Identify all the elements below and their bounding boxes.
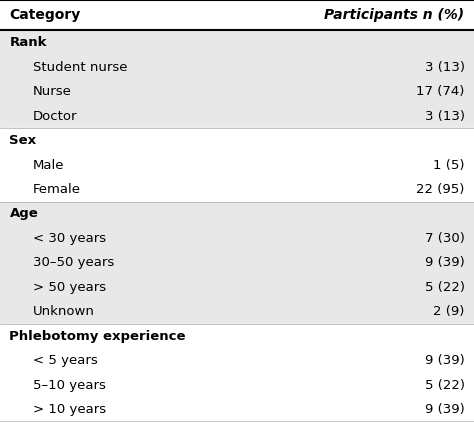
Bar: [0, 177, 474, 202]
Text: 9 (39): 9 (39): [425, 257, 465, 269]
Text: < 30 years: < 30 years: [33, 232, 106, 245]
Text: Participants n (%): Participants n (%): [324, 8, 465, 22]
Text: Category: Category: [9, 8, 81, 22]
Text: Phlebotomy experience: Phlebotomy experience: [9, 330, 186, 343]
Bar: [0, 202, 474, 226]
Text: 7 (30): 7 (30): [425, 232, 465, 245]
Bar: [0, 153, 474, 177]
Bar: [0, 324, 474, 349]
Text: Male: Male: [33, 159, 64, 171]
Text: 5 (22): 5 (22): [425, 281, 465, 294]
Text: Unknown: Unknown: [33, 306, 95, 318]
Text: Doctor: Doctor: [33, 110, 78, 122]
Text: 17 (74): 17 (74): [416, 85, 465, 98]
Text: > 10 years: > 10 years: [33, 403, 106, 416]
Text: 5–10 years: 5–10 years: [33, 379, 106, 392]
Bar: [0, 226, 474, 251]
Bar: [0, 398, 474, 422]
Bar: [0, 373, 474, 398]
Text: 9 (39): 9 (39): [425, 354, 465, 367]
Text: < 5 years: < 5 years: [33, 354, 98, 367]
Bar: [0, 55, 474, 79]
Text: 22 (95): 22 (95): [416, 183, 465, 196]
Text: Student nurse: Student nurse: [33, 61, 128, 73]
Bar: [0, 349, 474, 373]
Bar: [0, 104, 474, 128]
Bar: [0, 300, 474, 324]
Bar: [0, 275, 474, 300]
Bar: [0, 128, 474, 153]
Text: 1 (5): 1 (5): [433, 159, 465, 171]
Text: Female: Female: [33, 183, 81, 196]
Text: 9 (39): 9 (39): [425, 403, 465, 416]
Text: Rank: Rank: [9, 36, 47, 49]
Text: 5 (22): 5 (22): [425, 379, 465, 392]
Bar: [0, 251, 474, 275]
Text: 3 (13): 3 (13): [425, 110, 465, 122]
Text: > 50 years: > 50 years: [33, 281, 106, 294]
Bar: [0, 30, 474, 55]
Text: 30–50 years: 30–50 years: [33, 257, 114, 269]
Text: Sex: Sex: [9, 134, 36, 147]
Text: Nurse: Nurse: [33, 85, 72, 98]
Text: 2 (9): 2 (9): [433, 306, 465, 318]
Bar: [0, 0, 474, 30]
Bar: [0, 79, 474, 104]
Text: 3 (13): 3 (13): [425, 61, 465, 73]
Text: Age: Age: [9, 208, 38, 220]
